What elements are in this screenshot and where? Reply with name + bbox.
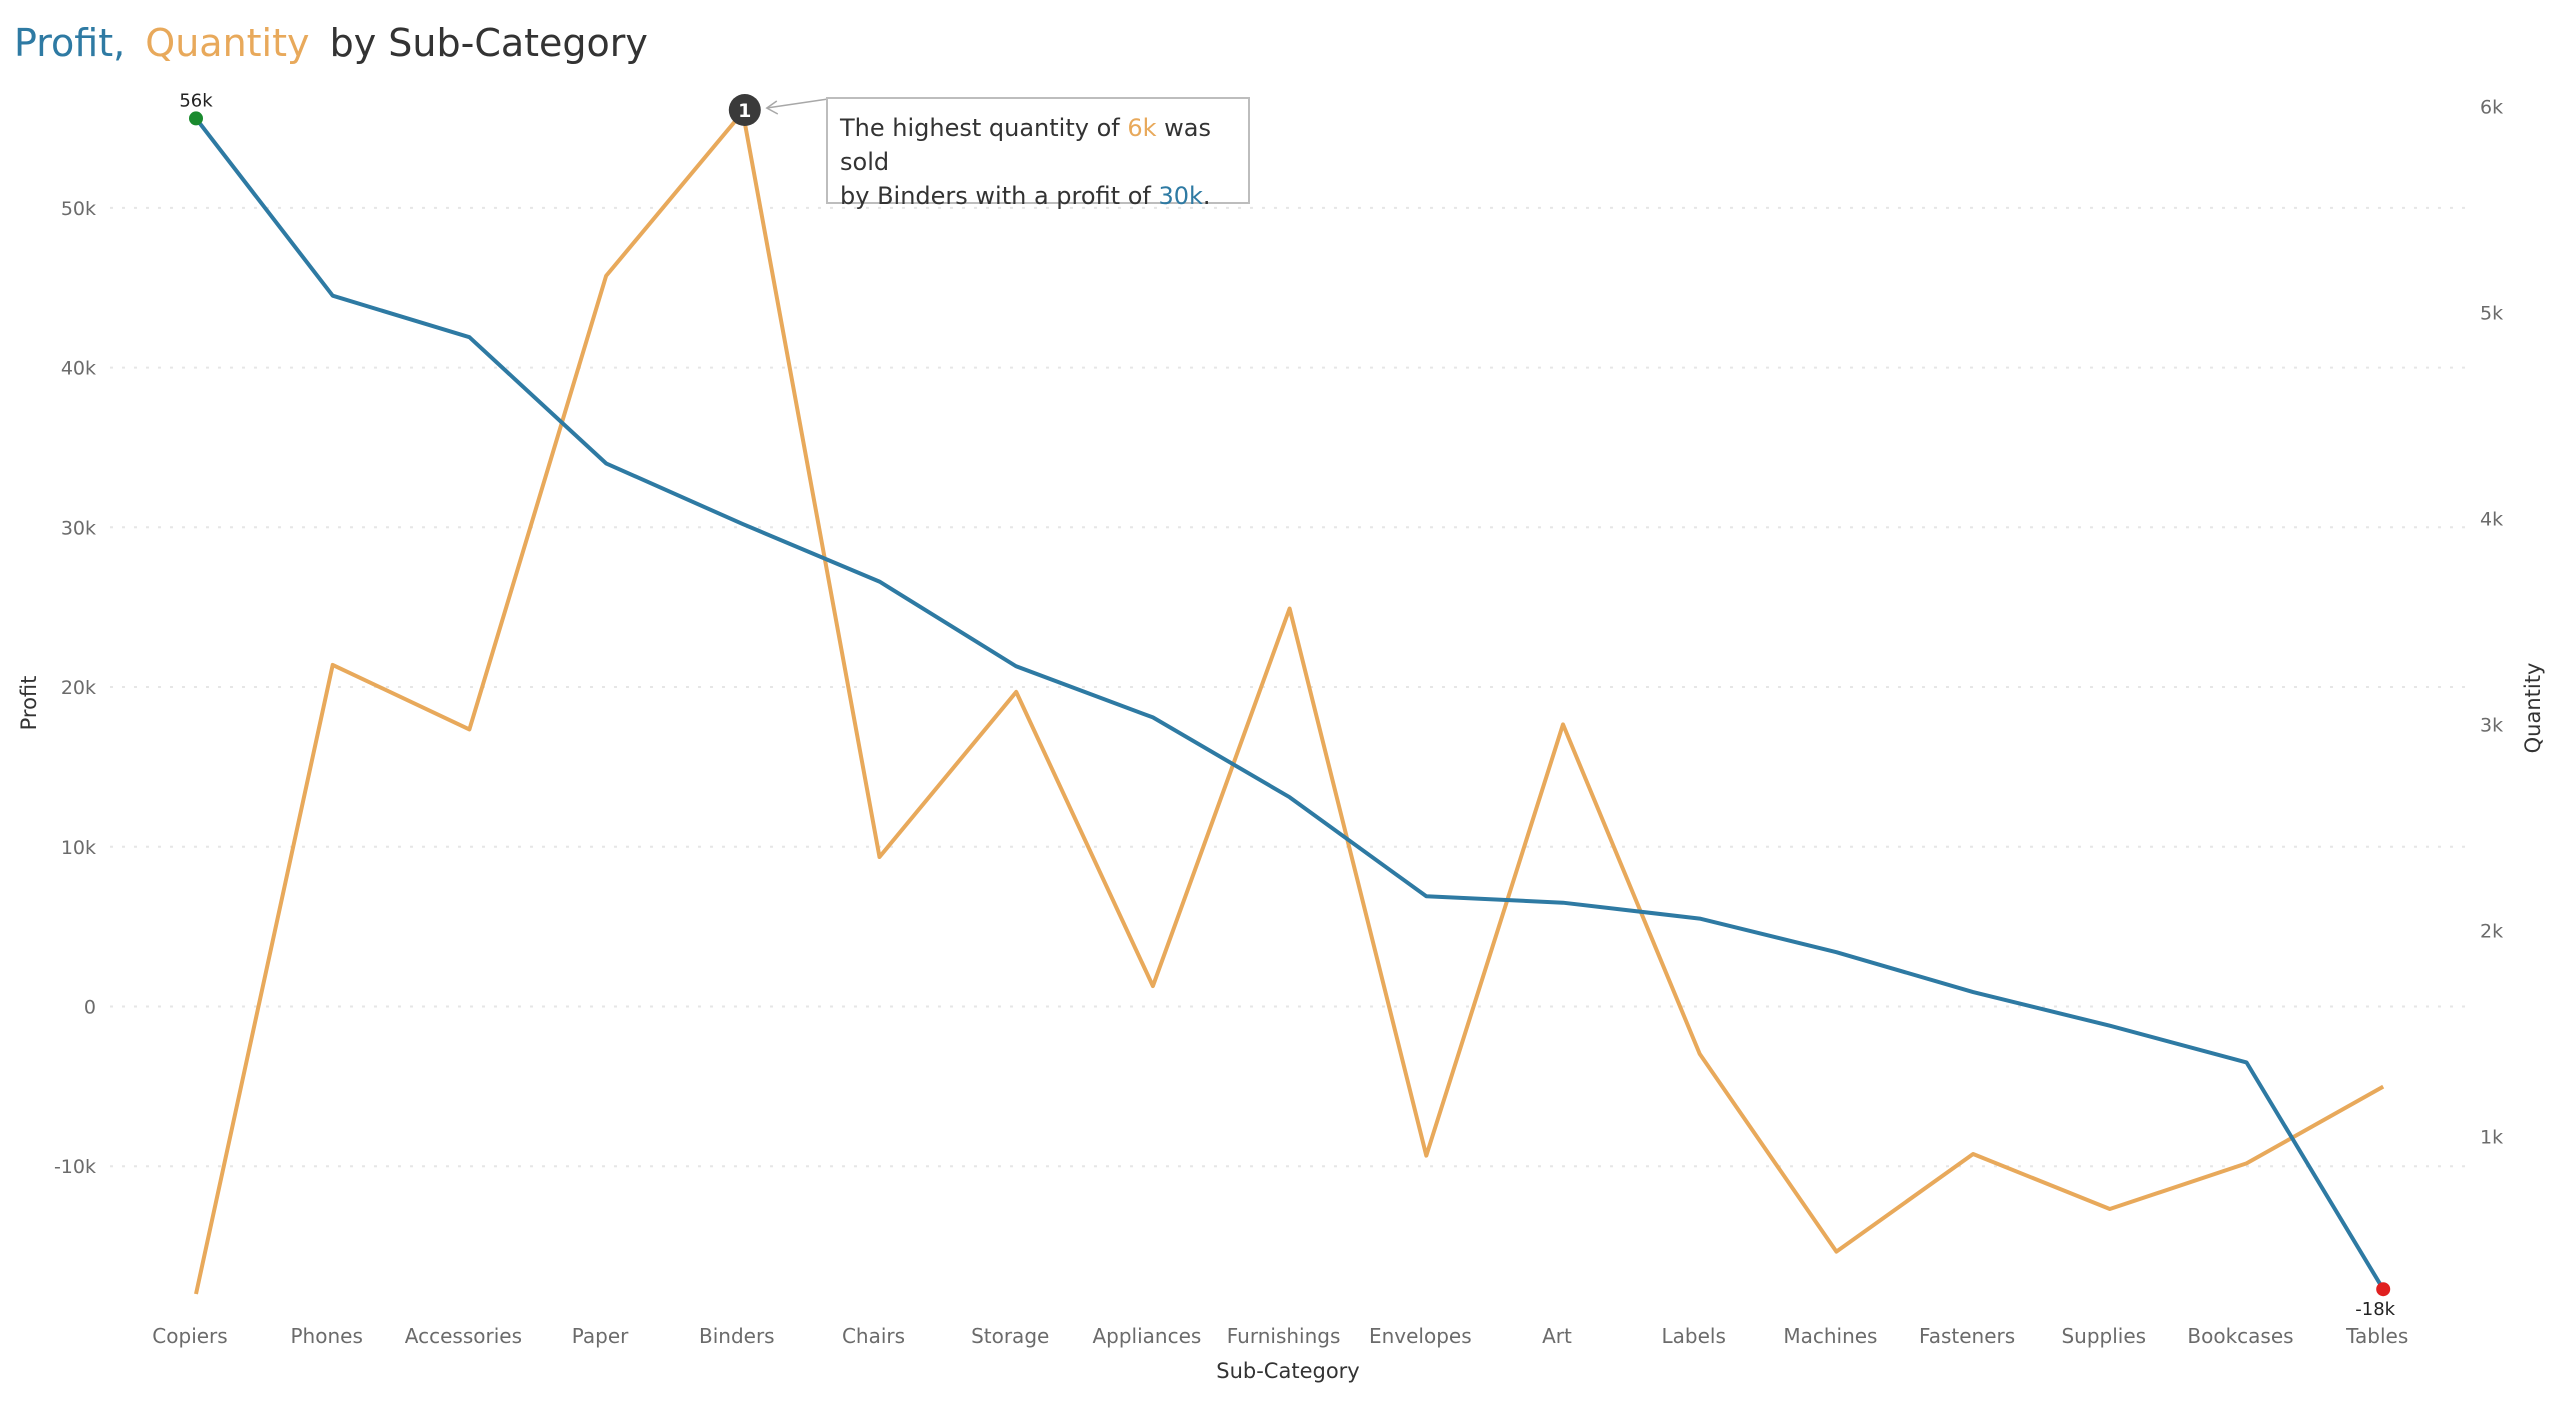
y-tick-label: 0 bbox=[84, 996, 96, 1018]
x-axis: Copiers Phones Accessories Paper Binders Chai… bbox=[152, 1324, 2408, 1348]
point-label: 56k bbox=[179, 90, 213, 111]
x-tick-label: Fasteners bbox=[1919, 1324, 2015, 1348]
point-label: -18k bbox=[2355, 1299, 2395, 1320]
max-profit-marker bbox=[189, 111, 203, 126]
x-tick-label: Phones bbox=[291, 1324, 363, 1348]
annotation-line2-suffix: . bbox=[1202, 182, 1211, 210]
grid-lines bbox=[110, 206, 2470, 1168]
annotation-connector bbox=[766, 98, 829, 109]
y-tick-label: -10k bbox=[54, 1156, 96, 1178]
chart-title: Profit, Quantity by Sub-Category bbox=[14, 21, 648, 65]
x-tick-label: Paper bbox=[572, 1324, 629, 1348]
y2-tick-label: 6k bbox=[2480, 97, 2503, 119]
annotation-line1-suffix: was sold bbox=[840, 114, 1212, 176]
y-tick-label: 10k bbox=[61, 837, 96, 859]
x-tick-label: Supplies bbox=[2061, 1324, 2146, 1348]
title-rest: by Sub-Category bbox=[330, 21, 648, 65]
y2-axis-title: Quantity bbox=[2521, 663, 2545, 754]
y2-tick-label: 2k bbox=[2480, 920, 2503, 942]
annotation-line2-prefix: by Binders with a profit of bbox=[840, 182, 1151, 210]
y-tick-label: 50k bbox=[61, 198, 96, 220]
title-quantity: Quantity bbox=[145, 21, 309, 65]
x-tick-label: Storage bbox=[971, 1324, 1049, 1348]
annotation-line-1: The highest quantity of 6k was sold bbox=[840, 111, 1238, 179]
y-tick-label: 30k bbox=[61, 517, 96, 539]
x-tick-label: Envelopes bbox=[1369, 1324, 1472, 1348]
x-tick-label: Accessories bbox=[405, 1324, 522, 1348]
x-axis-title: Sub-Category bbox=[1216, 1359, 1359, 1383]
y2-tick-label: 5k bbox=[2480, 303, 2503, 325]
left-axis: -10k 0 10k 20k 30k 40k 50k bbox=[54, 198, 96, 1178]
annotation-pointer: 1 bbox=[728, 94, 829, 126]
annotation-arrowhead bbox=[765, 100, 779, 115]
annotation-line-2: by Binders with a profit of 30k. bbox=[840, 179, 1238, 213]
y2-tick-label: 3k bbox=[2480, 714, 2503, 736]
series-layer bbox=[194, 110, 2385, 1295]
annotation-badge bbox=[728, 94, 761, 126]
annotation-quantity-value: 6k bbox=[1127, 114, 1157, 142]
x-tick-label: Tables bbox=[2345, 1324, 2408, 1348]
x-tick-label: Bookcases bbox=[2187, 1324, 2293, 1348]
x-tick-label: Labels bbox=[1662, 1324, 1726, 1348]
x-tick-label: Copiers bbox=[152, 1324, 227, 1348]
annotation-badge-number: 1 bbox=[738, 100, 751, 122]
y-tick-label: 20k bbox=[61, 677, 96, 699]
right-axis: 1k 2k 3k 4k 5k 6k bbox=[2480, 97, 2503, 1149]
annotation-line1-prefix: The highest quantity of bbox=[840, 114, 1120, 142]
x-tick-label: Chairs bbox=[842, 1324, 905, 1348]
marker-layer: 56k -18k bbox=[179, 90, 2395, 1320]
x-tick-label: Appliances bbox=[1092, 1324, 1201, 1348]
y-tick-label: 40k bbox=[61, 358, 96, 380]
x-tick-label: Art bbox=[1542, 1324, 1572, 1348]
min-profit-marker bbox=[2376, 1282, 2391, 1297]
x-tick-label: Furnishings bbox=[1227, 1324, 1341, 1348]
y-axis-title: Profit bbox=[17, 676, 41, 731]
y2-tick-label: 1k bbox=[2480, 1126, 2503, 1148]
annotation-profit-value: 30k bbox=[1158, 182, 1203, 210]
series-line-profit bbox=[194, 117, 2385, 1291]
series-line-quantity bbox=[194, 110, 2385, 1295]
annotation-box: The highest quantity of 6k was sold by B… bbox=[826, 97, 1250, 210]
y2-tick-label: 4k bbox=[2480, 508, 2503, 530]
x-tick-label: Binders bbox=[699, 1324, 775, 1348]
title-profit: Profit, bbox=[14, 21, 125, 65]
x-tick-label: Machines bbox=[1783, 1324, 1877, 1348]
